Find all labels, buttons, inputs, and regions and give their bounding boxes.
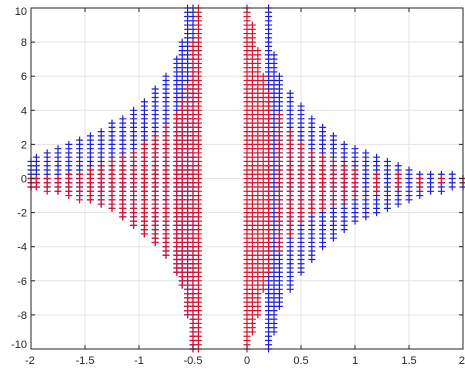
data-series (27, 4, 465, 353)
y-tick-label: 4 (21, 105, 27, 117)
marker-column (130, 149, 138, 229)
marker-column (416, 175, 424, 191)
x-tick-labels: -2 -1.5 -1 -0.5 0 0.5 1 1.5 2 (25, 355, 465, 367)
marker-column (394, 170, 402, 191)
marker-column (151, 132, 159, 246)
marker-column (270, 51, 278, 336)
marker-column (32, 175, 40, 191)
marker-column (351, 166, 359, 200)
marker-column (254, 47, 262, 319)
marker-column (437, 175, 445, 187)
marker-column (162, 123, 170, 259)
marker-column (54, 175, 62, 195)
y-tick-label: 6 (21, 71, 27, 83)
marker-column (108, 157, 116, 212)
marker-column (86, 166, 94, 204)
marker-column (275, 111, 283, 255)
x-tick-label: 1.5 (401, 355, 416, 367)
y-tick-label: 8 (21, 37, 27, 49)
y-tick-label: -6 (17, 276, 27, 288)
marker-column (97, 162, 105, 208)
marker-column (286, 128, 294, 238)
marker-column (248, 21, 256, 336)
x-tick-label: -1.5 (76, 355, 95, 367)
y-tick-label: -2 (17, 208, 27, 220)
marker-column (448, 170, 456, 191)
x-tick-label: -1 (134, 355, 144, 367)
marker-column (119, 153, 127, 221)
marker-column (43, 175, 51, 195)
y-tick-label: -4 (17, 242, 27, 254)
y-tick-labels: -10 -8 -6 -4 -2 0 2 4 6 8 10 (11, 6, 27, 351)
marker-column (297, 140, 305, 225)
y-tick-label: -8 (17, 310, 27, 322)
x-tick-label: -0.5 (184, 355, 203, 367)
marker-column (184, 81, 192, 319)
marker-column (405, 166, 413, 204)
marker-column (362, 149, 370, 221)
x-tick-label: 2 (459, 355, 465, 367)
x-tick-label: -2 (25, 355, 35, 367)
y-tick-label: 10 (15, 6, 27, 18)
marker-column (319, 153, 327, 212)
x-tick-label: 0.5 (293, 355, 308, 367)
y-tick-label: -10 (11, 339, 27, 351)
marker-column (76, 170, 84, 204)
y-tick-label: 0 (21, 174, 27, 186)
marker-column (427, 170, 435, 195)
marker-column (373, 170, 381, 195)
marker-column (265, 89, 273, 276)
marker-column (308, 149, 316, 217)
x-tick-label: 0 (244, 355, 250, 367)
marker-column (329, 157, 337, 208)
marker-column (173, 111, 181, 276)
marker-column (383, 157, 391, 212)
y-tick-label: 2 (21, 139, 27, 151)
marker-column (340, 162, 348, 204)
marker-column (178, 98, 186, 289)
tick-marks (30, 7, 464, 350)
marker-column (65, 170, 73, 200)
marker-column (259, 72, 267, 293)
marker-column (140, 140, 148, 238)
x-tick-label: 1 (352, 355, 358, 367)
series-red (27, 4, 465, 353)
